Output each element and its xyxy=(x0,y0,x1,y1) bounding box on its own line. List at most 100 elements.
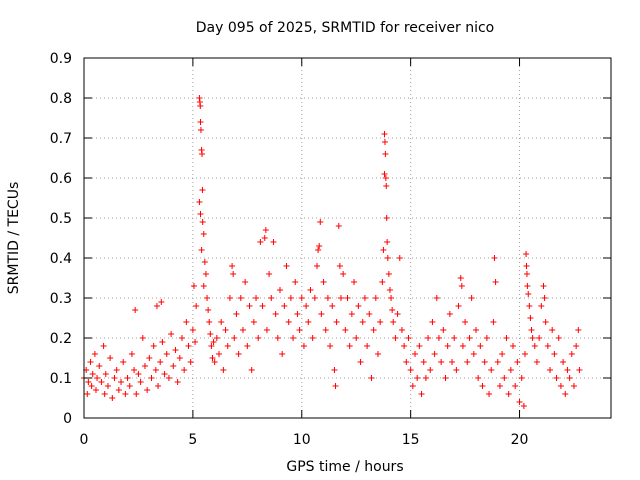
data-point xyxy=(266,271,273,277)
data-point xyxy=(315,247,322,253)
data-point xyxy=(368,375,375,381)
y-tick-label: 0 xyxy=(63,411,72,427)
data-point xyxy=(332,383,339,389)
data-point xyxy=(176,355,183,361)
data-point xyxy=(568,351,575,357)
data-point xyxy=(200,231,207,237)
data-point xyxy=(192,339,199,345)
data-point xyxy=(544,343,551,349)
data-point xyxy=(303,303,310,309)
data-point xyxy=(547,367,554,373)
data-point xyxy=(451,335,458,341)
data-point xyxy=(94,375,101,381)
data-point xyxy=(433,295,440,301)
data-point xyxy=(435,335,442,341)
data-point xyxy=(210,339,217,345)
data-point xyxy=(333,319,340,325)
data-point xyxy=(183,319,190,325)
data-point xyxy=(533,359,540,365)
data-point xyxy=(477,343,484,349)
data-point xyxy=(220,367,227,373)
data-point xyxy=(324,295,331,301)
data-point xyxy=(96,363,103,369)
data-point xyxy=(536,335,543,341)
data-point xyxy=(248,367,255,373)
data-point xyxy=(206,319,213,325)
data-point xyxy=(170,363,177,369)
data-point xyxy=(268,295,275,301)
data-point xyxy=(514,359,521,365)
data-point xyxy=(429,319,436,325)
data-point xyxy=(161,371,168,377)
data-point xyxy=(557,383,564,389)
y-tick-label: 0.3 xyxy=(50,291,72,307)
data-point xyxy=(520,403,527,409)
data-point xyxy=(505,391,512,397)
data-point xyxy=(131,367,138,373)
data-point xyxy=(242,279,249,285)
data-point xyxy=(464,359,471,365)
data-point xyxy=(525,291,532,297)
data-point xyxy=(200,283,207,289)
data-point xyxy=(239,327,246,333)
data-point xyxy=(383,183,390,189)
data-point xyxy=(523,251,530,257)
data-point xyxy=(348,311,355,317)
data-point xyxy=(307,287,314,293)
data-point xyxy=(189,327,196,333)
data-point xyxy=(442,375,449,381)
data-point xyxy=(292,279,299,285)
data-point xyxy=(196,199,203,205)
data-point xyxy=(427,367,434,373)
data-point xyxy=(187,359,194,365)
data-point xyxy=(144,387,151,393)
data-point xyxy=(329,303,336,309)
grid-lines xyxy=(84,58,611,418)
data-point xyxy=(389,307,396,313)
data-point xyxy=(165,375,172,381)
data-point xyxy=(224,343,231,349)
data-point xyxy=(340,271,347,277)
data-point xyxy=(377,319,384,325)
data-point xyxy=(102,371,109,377)
data-point xyxy=(178,335,185,341)
data-point xyxy=(449,359,456,365)
data-point xyxy=(109,395,116,401)
y-tick-label: 0.9 xyxy=(50,51,72,67)
data-point xyxy=(133,391,140,397)
data-point xyxy=(414,375,421,381)
axis-ticks xyxy=(83,57,611,419)
data-point xyxy=(466,335,473,341)
data-point xyxy=(560,359,567,365)
data-point xyxy=(403,359,410,365)
data-point xyxy=(111,375,118,381)
chart-title: Day 095 of 2025, SRMTID for receiver nic… xyxy=(196,20,494,36)
data-point xyxy=(481,359,488,365)
data-point xyxy=(172,347,179,353)
data-point xyxy=(446,311,453,317)
data-point xyxy=(342,327,349,333)
data-point xyxy=(132,307,139,313)
data-point xyxy=(440,327,447,333)
y-tick-label: 0.2 xyxy=(50,331,72,347)
data-point xyxy=(205,307,212,313)
data-point xyxy=(250,319,257,325)
data-point xyxy=(488,367,495,373)
data-point xyxy=(146,355,153,361)
data-point xyxy=(185,343,192,349)
data-point xyxy=(540,283,547,289)
data-point xyxy=(197,103,204,109)
data-point xyxy=(98,379,105,385)
data-point xyxy=(337,295,344,301)
y-axis-title: SRMTID / TECUs xyxy=(6,182,22,295)
data-point xyxy=(372,295,379,301)
data-point xyxy=(104,383,111,389)
data-point xyxy=(174,379,181,385)
data-point xyxy=(388,295,395,301)
data-point xyxy=(564,367,571,373)
data-point xyxy=(353,335,360,341)
data-point xyxy=(157,359,164,365)
data-point xyxy=(507,367,514,373)
data-point xyxy=(392,335,399,341)
data-point xyxy=(231,335,238,341)
